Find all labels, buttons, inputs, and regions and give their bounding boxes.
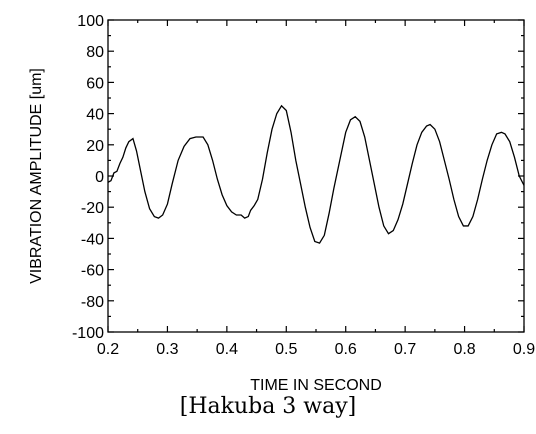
- x-tick-label: 0.8: [453, 341, 475, 358]
- x-tick-label: 0.6: [335, 341, 357, 358]
- y-tick-label: -40: [81, 231, 104, 248]
- y-tick-label: 80: [86, 44, 104, 61]
- y-tick-label: -100: [72, 325, 104, 342]
- axis-ticks: [107, 19, 525, 333]
- y-tick-label: 100: [77, 13, 104, 30]
- y-tick-labels: -100 -80 -60 -40 -20 0 20 40 60 80 100: [72, 13, 104, 342]
- plot-frame: [107, 19, 525, 333]
- x-tick-label: 0.5: [275, 341, 297, 358]
- x-tick-label: 0.3: [156, 341, 178, 358]
- x-tick-label: 0.2: [97, 341, 119, 358]
- y-tick-label: -60: [81, 263, 104, 280]
- y-tick-label: 0: [95, 169, 104, 186]
- x-tick-label: 0.9: [513, 341, 535, 358]
- y-axis-title: VIBRATION AMPLITUDE [um]: [28, 68, 45, 284]
- x-tick-labels: 0.2 0.3 0.4 0.5 0.6 0.7 0.8 0.9: [97, 341, 535, 358]
- figure-caption: [Hakuba 3 way]: [179, 394, 357, 419]
- x-tick-label: 0.7: [394, 341, 416, 358]
- vibration-series-line: [107, 104, 525, 244]
- y-tick-label: -80: [81, 294, 104, 311]
- y-tick-label: 20: [86, 138, 104, 155]
- x-tick-label: 0.4: [216, 341, 238, 358]
- y-tick-label: 40: [86, 107, 104, 124]
- y-tick-label: -20: [81, 200, 104, 217]
- x-axis-title: TIME IN SECOND: [250, 377, 382, 394]
- y-tick-label: 60: [86, 75, 104, 92]
